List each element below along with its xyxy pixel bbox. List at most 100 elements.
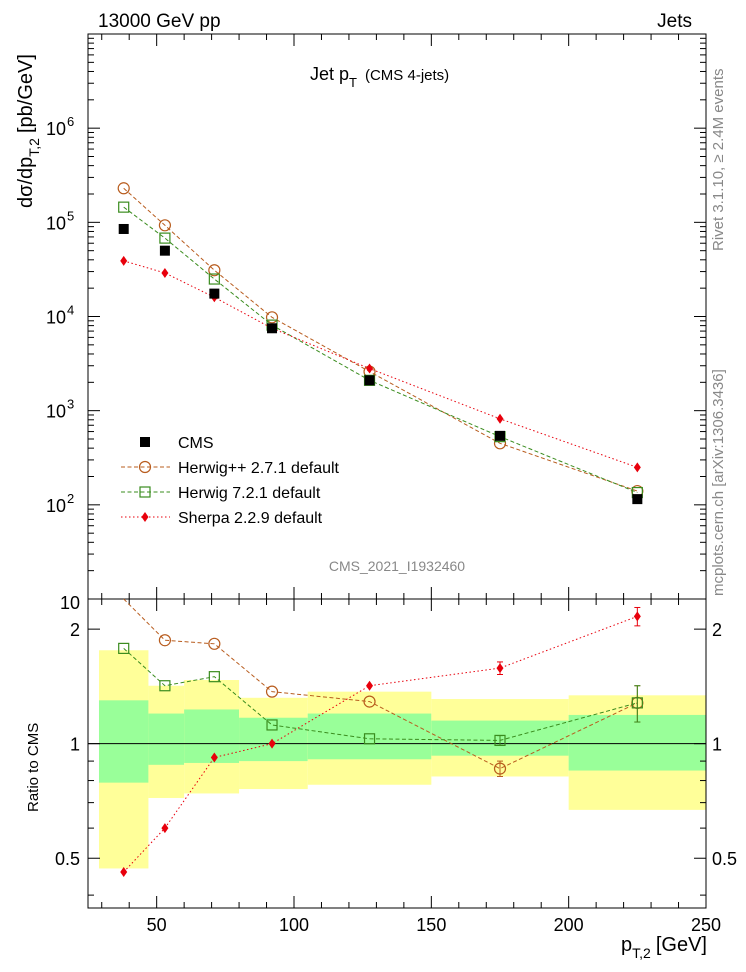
analysis-id: CMS_2021_I1932460 (329, 558, 465, 574)
main-point (265, 311, 279, 324)
legend-item-0: CMS (140, 435, 214, 452)
ratio-point (118, 642, 130, 654)
ratio-series (118, 598, 644, 878)
ratio-point (208, 671, 220, 683)
legend-label: Herwig 7.2.1 default (178, 485, 321, 502)
main-point (159, 245, 170, 256)
ratio-point (496, 663, 504, 674)
main-y-tick-exp: 5 (67, 208, 74, 223)
ratio-y-tick-label: 0.5 (55, 849, 80, 869)
ratio-point (210, 752, 218, 763)
main-point (496, 413, 504, 424)
legend-marker (140, 437, 150, 447)
ratio-series-2 (120, 606, 641, 878)
stat-band-3 (239, 717, 308, 762)
x-axis-label-sub: T,2 (632, 945, 651, 961)
ratio-y-tick-label: 2 (70, 620, 80, 640)
ratio-point (158, 634, 172, 647)
stat-band-4 (307, 713, 432, 760)
stat-band-1 (148, 713, 185, 765)
main-point (495, 430, 505, 441)
main-point (209, 288, 220, 299)
main-y-tick-exp: 6 (67, 114, 74, 129)
ratio-point (161, 823, 169, 834)
main-y-tick-base: 10 (46, 496, 66, 516)
side-label-bottom: mcplots.cern.ch [arXiv:1306.3436] (710, 369, 727, 596)
x-tick-label: 150 (416, 915, 446, 935)
x-tick-label: 200 (554, 915, 584, 935)
main-point (117, 182, 130, 195)
ratio-y-tick-label-right: 2 (712, 620, 722, 640)
x-tick-label: 100 (279, 915, 309, 935)
main-point (120, 255, 128, 266)
x-axis-label-main: p (621, 934, 632, 956)
ratio-point (208, 637, 221, 650)
ratio-y-tick-label-right: 1 (712, 735, 722, 755)
main-ylabel-main: dσ/dp (15, 157, 37, 208)
x-axis-label: pT,2 [GeV] (621, 934, 707, 961)
legend-label: Sherpa 2.2.9 default (178, 510, 323, 527)
main-series-line (123, 187, 638, 492)
main-y-tick-label: 10 (46, 496, 66, 516)
header-left: 13000 GeV pp (98, 11, 221, 32)
header-right: Jets (657, 11, 692, 32)
side-label-top: Rivet 3.1.10, ≥ 2.4M events (710, 69, 727, 252)
main-y-tick-base: 10 (46, 213, 66, 233)
x-tick-label: 50 (147, 915, 167, 935)
x-tick-label: 250 (691, 915, 721, 935)
ratio-point (363, 695, 376, 708)
main-y-tick-exp: 4 (67, 303, 74, 318)
chart-title: Jet pT (CMS 4-jets) (310, 64, 449, 90)
main-series (117, 182, 644, 505)
main-y-tick-label: 10 (60, 593, 80, 613)
main-point (208, 264, 221, 277)
legend: CMS Herwig++ 2.7.1 default Herwig 7.2.1 de… (121, 435, 340, 527)
stat-band-6 (568, 714, 706, 771)
main-y-tick-label: 10 (46, 119, 66, 139)
main-ylabel: dσ/dpT,2 [pb/GeV] (15, 54, 42, 208)
ratio-point (120, 867, 128, 878)
main-y-tick-base: 10 (46, 308, 66, 328)
legend-label: Herwig++ 2.7.1 default (178, 460, 340, 477)
ratio-plot-frame (87, 598, 707, 909)
x-axis-label-suffix: [GeV] (656, 934, 707, 956)
main-point (158, 219, 172, 232)
ratio-point (266, 719, 278, 731)
ratio-point (493, 762, 507, 775)
main-series-0 (118, 223, 643, 505)
main-point (118, 223, 129, 234)
legend-marker (141, 512, 149, 522)
x-axis: 50 100 150 200 250 (101, 34, 721, 935)
main-point (159, 232, 171, 244)
main-y-tick-base: 10 (46, 402, 66, 422)
stat-band-2 (184, 709, 240, 763)
main-y-tick-exp: 3 (67, 397, 74, 412)
ratio-point (631, 697, 643, 709)
main-y-tick-label: 10 (46, 213, 66, 233)
ratio-point (494, 734, 506, 747)
main-y-tick-label: 10 (46, 308, 66, 328)
ratio-y-tick-label-right: 0.5 (712, 849, 737, 869)
main-y-tick-exp: 2 (67, 491, 74, 506)
legend-item-3: Sherpa 2.2.9 default (121, 510, 323, 527)
legend-marker (139, 486, 151, 498)
ratio-point (363, 733, 376, 745)
legend-item-2: Herwig 7.2.1 default (121, 485, 321, 502)
ratio-bands (98, 650, 706, 869)
legend-label: CMS (178, 435, 214, 452)
chart-title-main: Jet p (310, 64, 349, 84)
legend-item-1: Herwig++ 2.7.1 default (121, 460, 340, 477)
main-y-tick-base: 10 (46, 119, 66, 139)
main-point (267, 323, 278, 334)
main-point (366, 363, 374, 374)
ratio-point (633, 611, 641, 622)
main-ylabel-suffix: [pb/GeV] (15, 54, 37, 133)
main-point (118, 201, 130, 213)
chart-title-sub: T (349, 75, 357, 90)
ratio-ylabel: Ratio to CMS (25, 723, 42, 812)
main-point (161, 267, 169, 278)
ratio-point (268, 738, 276, 749)
ratio-point (366, 680, 374, 691)
chart-title-suffix: (CMS 4-jets) (365, 67, 449, 84)
